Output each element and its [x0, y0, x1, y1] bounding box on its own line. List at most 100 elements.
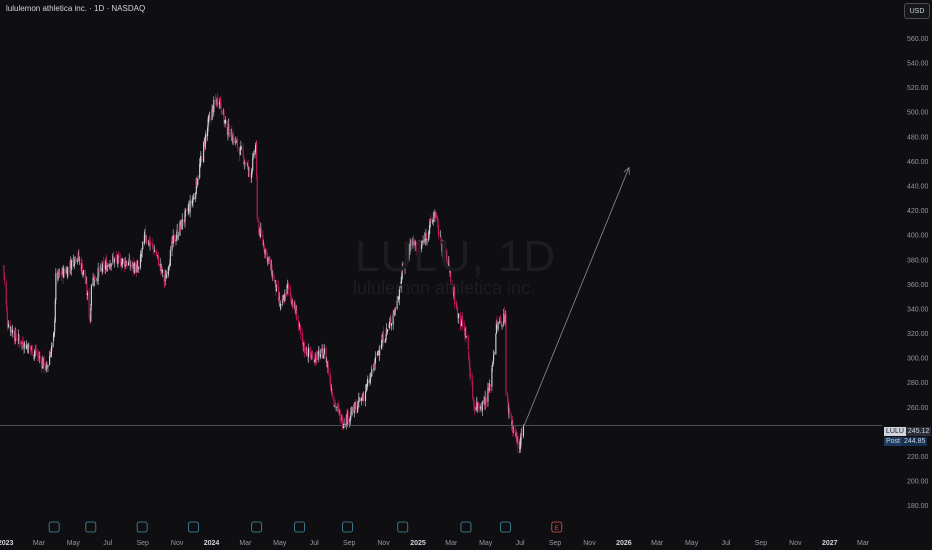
last-price-value: 245.12	[906, 427, 931, 436]
candle-body	[20, 342, 21, 344]
x-tick-label: Mar	[445, 540, 458, 547]
watermark-name: lululemon athletica inc.	[353, 278, 535, 299]
candle-body	[175, 240, 176, 242]
candle-body	[509, 413, 510, 415]
candle-body	[395, 310, 396, 311]
x-tick-label: 2026	[616, 540, 632, 547]
y-tick-label: 320.00	[907, 331, 929, 338]
x-tick-label: Mar	[239, 540, 252, 547]
candle-body	[213, 100, 214, 112]
candle-body	[256, 143, 257, 177]
x-tick-label: May	[685, 540, 699, 547]
candle-body	[40, 356, 41, 358]
candle-body	[472, 385, 473, 398]
y-tick-label: 400.00	[907, 233, 929, 240]
candle-body	[389, 321, 390, 323]
x-tick-label: Jul	[516, 540, 525, 547]
candle-body	[434, 212, 435, 217]
candle-body	[482, 402, 483, 411]
candle-body	[344, 424, 345, 425]
candle-body	[24, 342, 25, 348]
candle-body	[51, 343, 52, 348]
candle-body	[95, 280, 96, 281]
y-tick-label: 440.00	[907, 184, 929, 191]
candle-body	[32, 345, 33, 355]
candle-body	[375, 356, 376, 357]
post-market-label: Post	[884, 437, 902, 446]
candle-body	[237, 139, 238, 148]
candle-body	[492, 364, 493, 367]
chart-title: lululemon athletica inc. · 1D · NASDAQ	[6, 4, 145, 13]
last-price-tag: LULU 245.12	[884, 427, 931, 436]
candle-body	[99, 270, 100, 273]
candle-body	[336, 407, 337, 408]
x-tick-label: Mar	[857, 540, 870, 547]
candle-body	[138, 267, 139, 268]
candle-body	[134, 263, 135, 273]
candle-body	[67, 267, 68, 277]
candle-body	[201, 157, 202, 160]
candle-body	[288, 286, 289, 290]
candle-body	[300, 327, 301, 334]
candle-body	[103, 261, 104, 264]
y-tick-label: 180.00	[907, 503, 929, 510]
candle-body	[71, 261, 72, 270]
candle-body	[229, 136, 230, 137]
x-tick-label: Nov	[583, 540, 596, 547]
candle-body	[371, 369, 372, 376]
candle-body	[233, 135, 234, 142]
candle-body	[502, 325, 503, 326]
earnings-marker	[49, 522, 59, 532]
candle-body	[75, 258, 76, 261]
candle-body	[398, 301, 399, 302]
candle-body	[115, 257, 116, 258]
earnings-marker	[188, 522, 198, 532]
candle-body	[280, 304, 281, 305]
candle-body	[330, 379, 331, 387]
candle-body	[523, 425, 524, 436]
candle-body	[348, 412, 349, 423]
x-tick-label: Jul	[722, 540, 731, 547]
candle-body	[225, 120, 226, 123]
earnings-marker	[342, 522, 352, 532]
candle-body	[474, 405, 475, 410]
y-tick-label: 260.00	[907, 405, 929, 412]
candle-body	[12, 329, 13, 333]
candle-body	[458, 314, 459, 318]
candle-body	[43, 357, 44, 368]
candle-body	[466, 337, 467, 338]
candle-body	[462, 317, 463, 325]
candle-body	[197, 179, 198, 180]
candle-body	[284, 294, 285, 301]
candle-body	[324, 349, 325, 354]
candle-body	[486, 398, 487, 402]
x-tick-label: 2024	[204, 540, 220, 547]
candle-body	[496, 322, 497, 325]
candle-body	[126, 262, 127, 266]
candle-body	[494, 352, 495, 353]
x-tick-label: Sep	[755, 540, 768, 547]
candle-body	[79, 259, 80, 260]
candle-body	[146, 240, 147, 242]
earnings-marker	[137, 522, 147, 532]
candle-body	[517, 436, 518, 447]
currency-button[interactable]: USD	[904, 3, 930, 19]
trend-arrow-line	[524, 168, 629, 426]
candle-body	[308, 348, 309, 357]
candle-body	[355, 403, 356, 413]
candle-body	[4, 275, 5, 281]
candle-body	[379, 350, 380, 355]
x-tick-label: Nov	[789, 540, 802, 547]
y-tick-label: 500.00	[907, 110, 929, 117]
candle-body	[49, 356, 50, 365]
x-tick-label: Mar	[33, 540, 46, 547]
y-tick-label: 360.00	[907, 282, 929, 289]
candle-body	[296, 310, 297, 320]
candle-body	[89, 292, 90, 316]
candle-body	[6, 282, 7, 303]
candle-body	[217, 98, 218, 105]
candle-body	[46, 363, 47, 370]
candle-body	[83, 270, 84, 273]
last-price-symbol: LULU	[884, 427, 906, 436]
candle-body	[224, 121, 225, 122]
